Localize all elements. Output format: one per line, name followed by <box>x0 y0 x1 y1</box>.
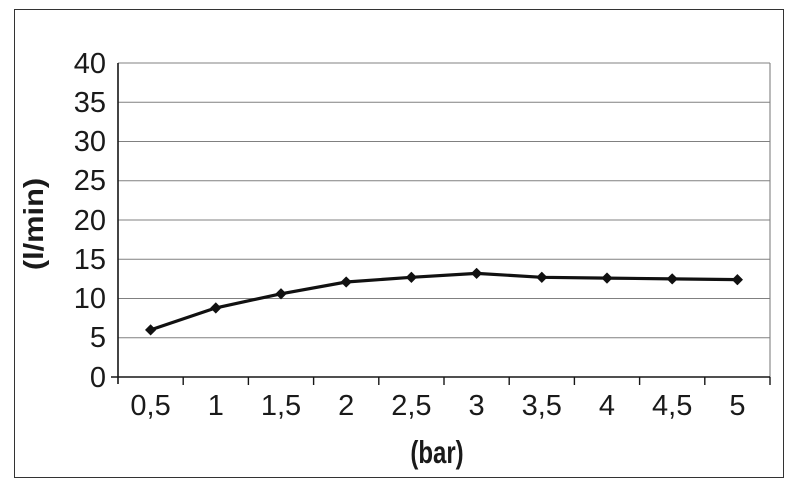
svg-text:25: 25 <box>74 165 106 197</box>
svg-text:10: 10 <box>74 283 106 315</box>
svg-text:5: 5 <box>90 322 106 354</box>
svg-text:35: 35 <box>74 87 106 119</box>
svg-text:3: 3 <box>469 390 485 422</box>
svg-text:0,5: 0,5 <box>130 390 170 422</box>
svg-text:1: 1 <box>208 390 224 422</box>
svg-text:1,5: 1,5 <box>261 390 301 422</box>
svg-text:2: 2 <box>338 390 354 422</box>
svg-text:3,5: 3,5 <box>522 390 562 422</box>
svg-text:4: 4 <box>599 390 615 422</box>
svg-text:0: 0 <box>90 362 106 394</box>
svg-text:40: 40 <box>74 48 106 80</box>
svg-text:2,5: 2,5 <box>391 390 431 422</box>
svg-text:(bar): (bar) <box>410 435 463 470</box>
svg-text:5: 5 <box>729 390 745 422</box>
svg-text:30: 30 <box>74 126 106 158</box>
svg-text:(l/min): (l/min) <box>18 178 49 270</box>
svg-text:20: 20 <box>74 205 106 237</box>
svg-text:15: 15 <box>74 244 106 276</box>
svg-text:4,5: 4,5 <box>652 390 692 422</box>
